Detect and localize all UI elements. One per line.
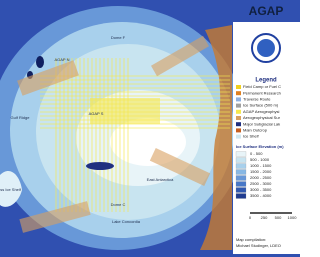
map-label: East Antarctica [147, 177, 174, 182]
elevation-swatch [235, 175, 247, 181]
elevation-label: 1500 - 2000 [250, 169, 272, 174]
elevation-label: 1000 - 1500 [250, 163, 272, 168]
legend-swatch [236, 116, 241, 120]
legend-swatch [236, 85, 241, 89]
scale-label: 250 [261, 215, 268, 220]
scale-bar: 0 250 500 1000 [249, 212, 298, 220]
elevation-swatch [235, 169, 247, 175]
legend-label: Aerogeophysical Sur [243, 115, 281, 120]
survey-area [19, 201, 91, 233]
elevation-swatch [235, 181, 247, 187]
legend-swatch [236, 128, 241, 133]
flight-lines [40, 58, 230, 212]
elevation-swatch [235, 187, 247, 193]
survey-area [149, 147, 211, 187]
map-label: AGAP S [89, 111, 104, 116]
legend-label: Traverse Route [243, 96, 271, 101]
map-label: AGAP N [54, 57, 69, 62]
island [36, 56, 44, 68]
legend-title: Legend [255, 78, 277, 84]
subglacial-lake [86, 162, 114, 170]
elevation-label: 3500 - 4000 [250, 193, 272, 198]
agap-survey [90, 98, 160, 124]
elevation-label: 3000 - 3500 [250, 187, 272, 192]
map-label: Ross Ice Shelf [0, 187, 22, 192]
legend-swatch [236, 91, 241, 96]
elevation-swatch [235, 193, 247, 199]
legend-swatch [236, 103, 241, 108]
legend-swatch [236, 97, 241, 102]
legend-label: Main Outcrop [243, 127, 268, 132]
survey-area [17, 60, 79, 96]
survey-area [151, 35, 209, 77]
logo-emblem [257, 39, 275, 57]
legend-swatch [236, 109, 241, 114]
legend-label: Ice Shelf [243, 134, 259, 139]
elevation-swatch [235, 151, 247, 157]
legend-label: Permanent Research [243, 90, 281, 95]
map-label: Dome C [111, 202, 126, 207]
scale-label: 500 [275, 215, 282, 220]
legend-label: AGAP Aerogeophysi [243, 109, 280, 114]
credit: Map compilation: [236, 237, 266, 242]
elevation-label: 500 - 1000 [250, 157, 270, 162]
legend-label: Major Subglacial Lak [243, 121, 280, 126]
page: {"logo": "AGAP", "legend": {"title": "Le… [0, 0, 300, 257]
map-label: Dome F [111, 35, 126, 40]
elevation-title: Ice Surface Elevation (m) [236, 144, 284, 149]
legend-swatch [236, 134, 241, 139]
elevation-swatch [235, 157, 247, 163]
elevation-label: 0 - 500 [250, 151, 263, 156]
elevation-label: 2000 - 2500 [250, 175, 272, 180]
credit: Michael Studinger, LDEO [236, 243, 281, 248]
scale-label: 0 [249, 215, 252, 220]
map-labels: Dome F AGAP N AGAP S Gulf Ridge East Antarct… [0, 35, 174, 224]
scale-label: 1000 [288, 215, 298, 220]
map: Dome F AGAP N AGAP S Gulf Ridge East Antarct… [0, 0, 300, 257]
legend-label: Ice Surface (500 m) [243, 103, 279, 108]
logo: AGAP [249, 4, 284, 18]
elevation-swatch [235, 163, 247, 169]
elevation-label: 2500 - 3000 [250, 181, 272, 186]
coast-outcrop [200, 25, 232, 250]
legend-swatch [236, 122, 241, 127]
legend-label: Field Camp or Fuel C [243, 84, 281, 89]
map-label: Lake Concordia [112, 219, 141, 224]
map-label: Gulf Ridge [11, 115, 31, 120]
ice-shelf [0, 170, 22, 207]
